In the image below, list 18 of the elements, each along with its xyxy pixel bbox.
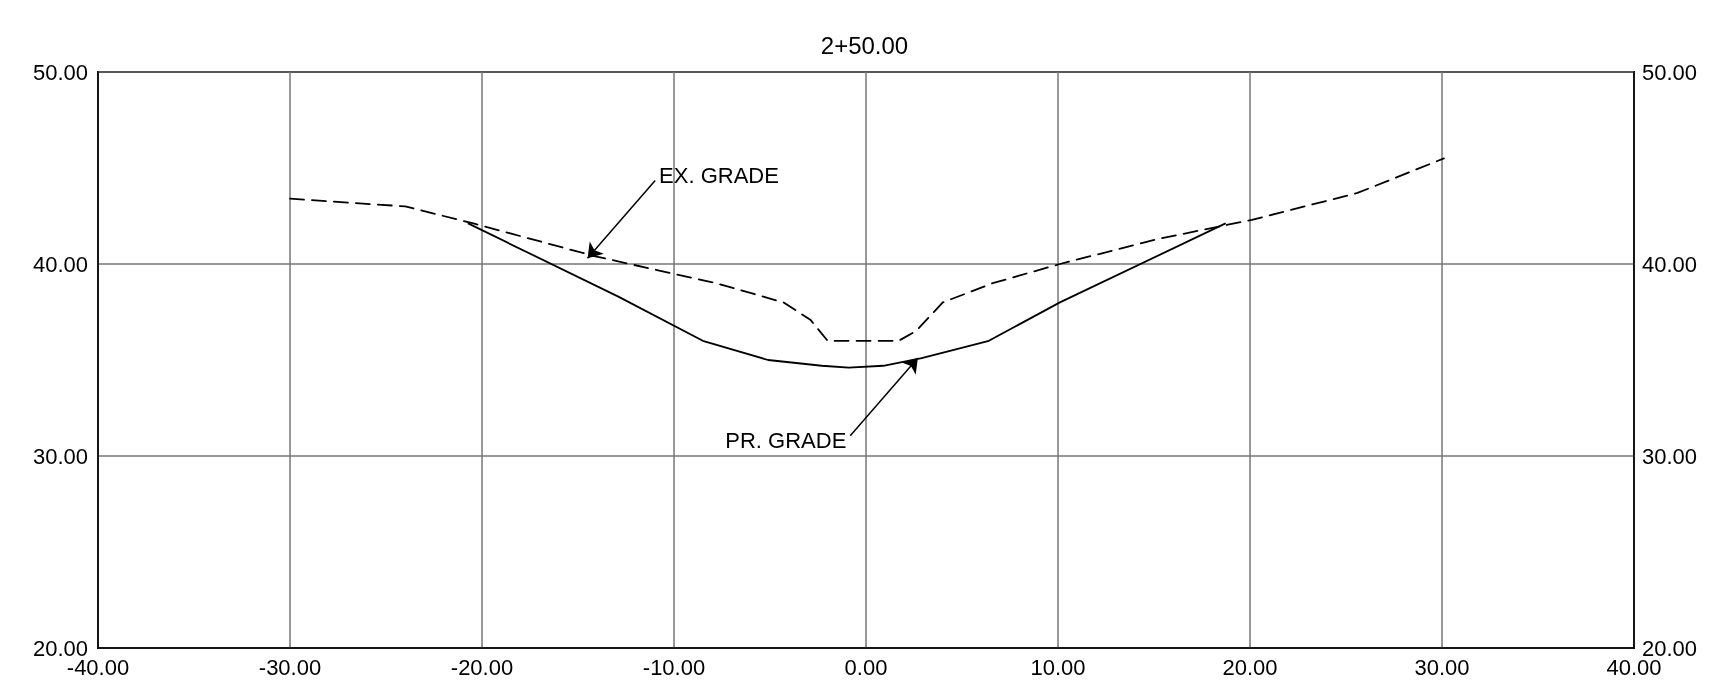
x-tick-label: 10.00 bbox=[1030, 654, 1086, 680]
y2-tick-label: 40.00 bbox=[1642, 251, 1698, 277]
x-tick-label: 30.00 bbox=[1414, 654, 1470, 680]
y-tick-label: 20.00 bbox=[32, 635, 88, 661]
annotation: EX. GRADE bbox=[659, 163, 779, 189]
y2-tick-label: 20.00 bbox=[1642, 635, 1698, 661]
x-tick-label: -20.00 bbox=[450, 654, 514, 680]
chart-title: 2+50.00 bbox=[820, 31, 909, 59]
y-tick-label: 40.00 bbox=[32, 251, 88, 277]
x-tick-label: -30.00 bbox=[258, 654, 322, 680]
y-tick-label: 50.00 bbox=[32, 59, 88, 85]
annotation: PR. GRADE bbox=[725, 427, 847, 453]
y2-tick-label: 30.00 bbox=[1642, 443, 1698, 469]
x-tick-label: 0.00 bbox=[844, 654, 888, 680]
y-tick-label: 30.00 bbox=[32, 443, 88, 469]
x-tick-label: 20.00 bbox=[1222, 654, 1278, 680]
y2-tick-label: 50.00 bbox=[1642, 59, 1698, 85]
x-tick-label: -10.00 bbox=[642, 654, 706, 680]
